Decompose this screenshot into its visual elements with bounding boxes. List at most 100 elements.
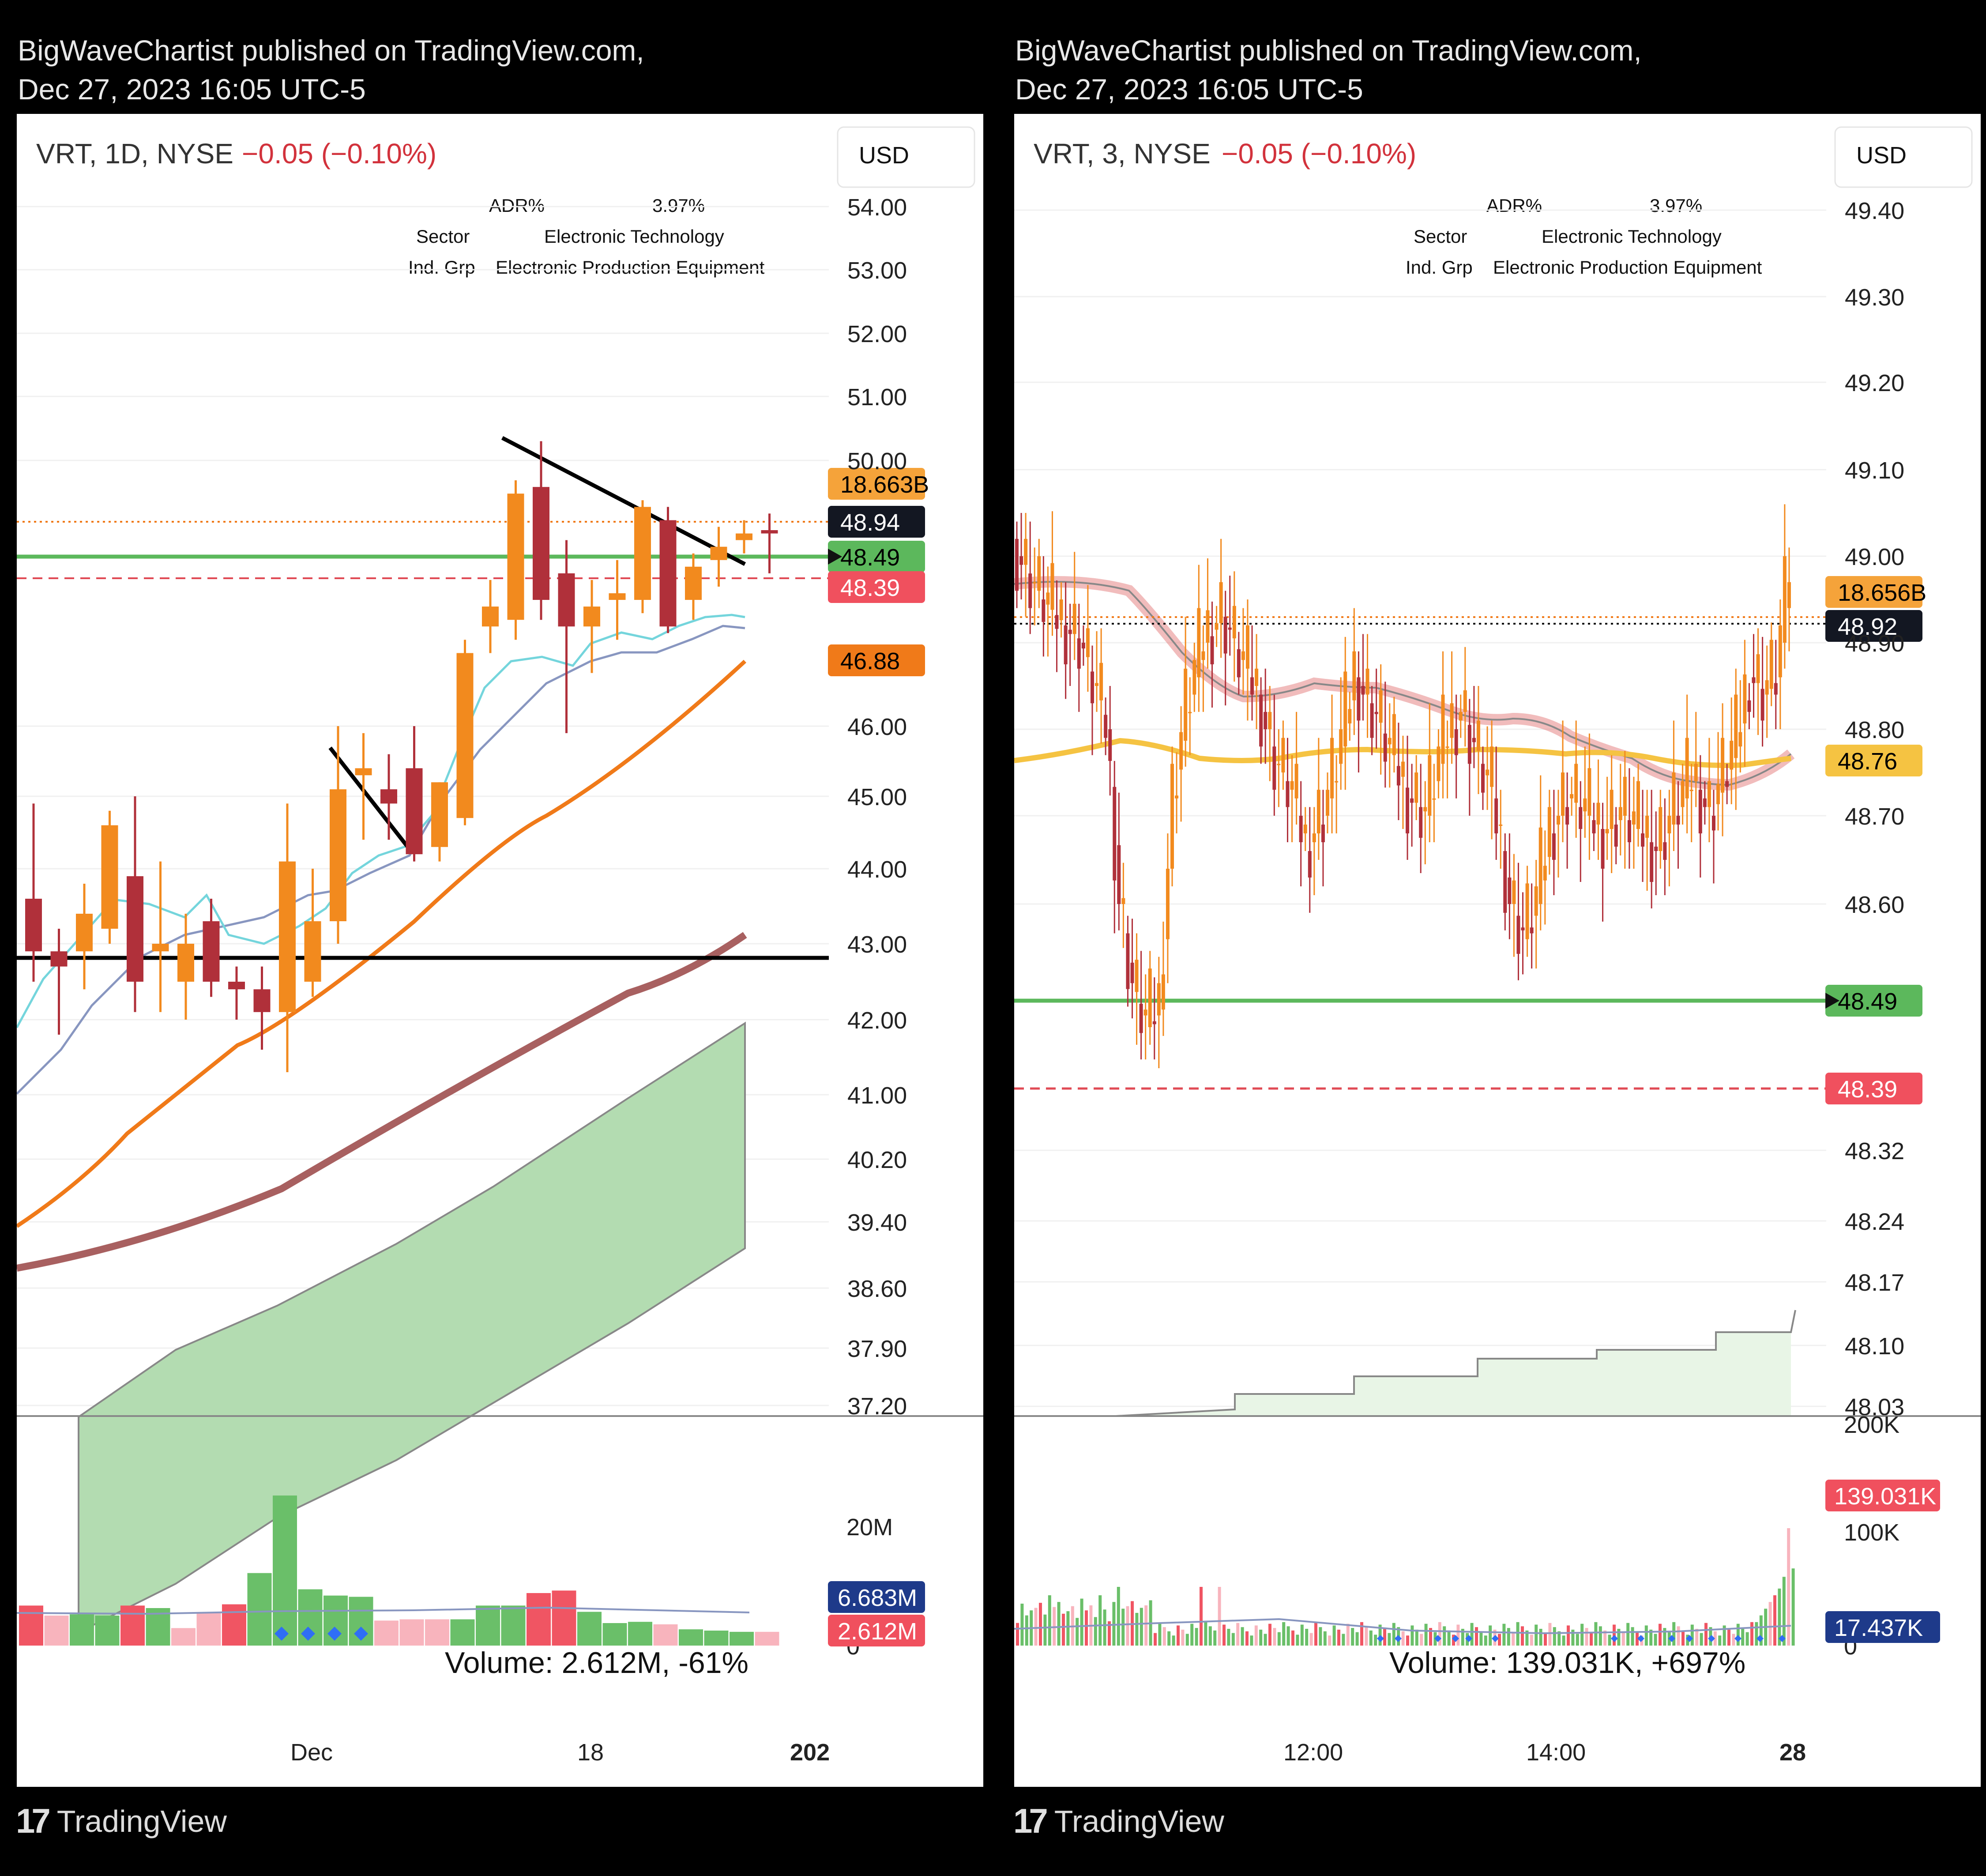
signal-diamond-icon xyxy=(354,1627,368,1641)
volume-bar xyxy=(1723,1625,1726,1646)
volume-bar xyxy=(399,1619,424,1646)
volume-bar xyxy=(171,1628,196,1646)
candle-body xyxy=(1730,741,1734,770)
volume-bar xyxy=(95,1616,120,1646)
volume-bar xyxy=(1644,1625,1648,1646)
volume-bar xyxy=(1135,1612,1139,1646)
candle-body xyxy=(1050,563,1054,610)
volume-bar xyxy=(425,1619,449,1646)
volume-bar xyxy=(1213,1630,1217,1646)
volume-bar xyxy=(1585,1628,1588,1646)
trendline xyxy=(501,436,746,566)
volume-bar xyxy=(1254,1625,1258,1646)
candle-body xyxy=(1614,825,1618,847)
ma-short-line xyxy=(16,625,745,1095)
candle-body xyxy=(1396,766,1400,786)
volume-bar xyxy=(1300,1624,1304,1646)
volume-bar xyxy=(1672,1622,1676,1646)
volume-badge-label: 139.031K xyxy=(1834,1483,1936,1510)
volume-bar xyxy=(1438,1622,1441,1646)
volume-bar xyxy=(1057,1602,1061,1646)
candle-body xyxy=(1650,842,1654,882)
price-axis: 54.00 53.00 52.00 51.00 50.00 46.00 45.00 44.00… xyxy=(847,194,907,1420)
currency-label: USD xyxy=(1856,142,1907,169)
volume-bar xyxy=(273,1496,297,1646)
signal-diamond-icon xyxy=(1492,1635,1499,1642)
volume-bar xyxy=(476,1605,500,1646)
ma-long-line xyxy=(1014,738,1791,768)
candle-body xyxy=(1326,790,1329,816)
candle-body xyxy=(1113,787,1117,881)
candle-body xyxy=(1343,671,1347,747)
info-value: Electronic Production Equipment xyxy=(1493,257,1762,278)
volume-bar xyxy=(577,1612,602,1646)
volume-bar xyxy=(1144,1605,1148,1646)
volume-bar xyxy=(1553,1627,1556,1646)
volume-bar xyxy=(1608,1635,1611,1646)
publisher-line: BigWaveChartist published on TradingView… xyxy=(1015,34,1642,67)
volume-bar xyxy=(1498,1634,1501,1646)
brand-name: TradingView xyxy=(1054,1804,1224,1838)
chart-frame[interactable]: VRT, 3, NYSE −0.05 (−0.10%) USD ADR% 3.9… xyxy=(1013,114,1981,1787)
candle-body xyxy=(1170,764,1174,869)
candle-body xyxy=(431,782,448,847)
candle-body xyxy=(1627,820,1631,842)
time-tick-label: Dec xyxy=(290,1739,333,1766)
price-tick-label: 44.00 xyxy=(847,856,907,883)
currency-box[interactable] xyxy=(837,126,975,188)
chart-daily[interactable]: VRT, 1D, NYSE −0.05 (−0.10%) USD ADR% 3.… xyxy=(15,114,983,1787)
volume-badge xyxy=(1825,1611,1940,1643)
volume-legend: Volume: 139.031K, +697% xyxy=(1389,1646,1745,1680)
volume-bar xyxy=(1016,1623,1019,1646)
volume-bar xyxy=(196,1613,221,1646)
panel-intraday: BigWaveChartist published on TradingView… xyxy=(997,0,1986,1876)
volume-bar xyxy=(1704,1623,1708,1646)
candle-body xyxy=(1077,638,1081,669)
candle-body xyxy=(1215,623,1219,630)
candle-body xyxy=(355,768,372,776)
candle-body xyxy=(1579,807,1583,829)
candle-body xyxy=(1401,761,1405,777)
candle-body xyxy=(1538,827,1542,904)
candle-body xyxy=(1015,539,1019,591)
chart-intraday[interactable]: VRT, 3, NYSE −0.05 (−0.10%) USD ADR% 3.9… xyxy=(1013,114,1981,1787)
info-label: Ind. Grp xyxy=(1406,257,1473,278)
candle-body xyxy=(710,546,727,560)
currency-label: USD xyxy=(859,142,909,169)
volume-bar xyxy=(70,1614,94,1646)
volume-bar xyxy=(1530,1635,1533,1646)
volume-bar xyxy=(1613,1624,1616,1646)
volume-bar xyxy=(1218,1587,1221,1646)
volume-bar xyxy=(1617,1629,1621,1646)
volume-bar xyxy=(1475,1627,1478,1646)
candle-body xyxy=(1778,625,1782,678)
volume-badge-label: 6.683M xyxy=(838,1585,917,1611)
volume-bar xyxy=(1535,1624,1538,1646)
publish-date: Dec 27, 2023 16:05 UTC-5 xyxy=(1015,73,1363,105)
candle-body xyxy=(25,899,42,952)
volume-bar xyxy=(374,1620,399,1646)
candle-body xyxy=(406,768,423,855)
info-label: ADR% xyxy=(489,195,545,216)
volume-bar xyxy=(1516,1622,1520,1646)
candle-body xyxy=(1618,807,1622,820)
publish-header: BigWaveChartist published on TradingView… xyxy=(1015,31,1642,109)
price-badge xyxy=(828,644,925,676)
chart-frame[interactable]: VRT, 1D, NYSE −0.05 (−0.10%) USD ADR% 3.… xyxy=(15,114,983,1787)
candle-body xyxy=(1086,628,1090,657)
candle-body xyxy=(1774,683,1778,695)
price-tick-label: 48.24 xyxy=(1845,1209,1904,1235)
volume-bar xyxy=(1690,1624,1694,1646)
info-label: ADR% xyxy=(1486,195,1542,216)
time-tick-label: 12:00 xyxy=(1283,1739,1343,1766)
candle-body xyxy=(1783,556,1787,643)
volume-bar xyxy=(1112,1602,1116,1646)
info-table: ADR% 3.97% Sector Electronic Technology … xyxy=(408,195,765,278)
candle-body xyxy=(1503,851,1507,913)
volume-bar xyxy=(1098,1595,1102,1646)
volume-bar xyxy=(1319,1627,1322,1646)
candle-body xyxy=(1357,677,1361,721)
cloud-area xyxy=(1116,1332,1791,1416)
currency-box[interactable] xyxy=(1834,126,1973,188)
candle-body xyxy=(685,566,702,600)
